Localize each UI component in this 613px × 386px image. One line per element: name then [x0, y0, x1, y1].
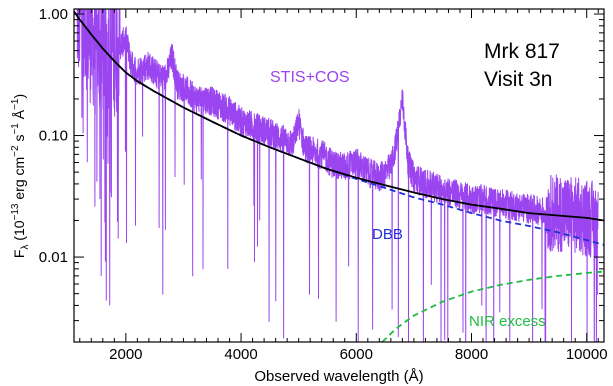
series-label-stis-cos: STIS+COS — [270, 69, 350, 86]
plot-frame — [73, 8, 605, 343]
series-line-stis-cos — [76, 9, 599, 342]
series-label-nir-excess: NIR excess — [469, 313, 546, 330]
y-axis-label-part: −2 — [10, 145, 21, 157]
series-layer — [74, 9, 604, 342]
series-line-total-model — [74, 10, 604, 222]
y-axis-label-part: s — [11, 135, 27, 146]
x-tick-label: 4000 — [224, 346, 257, 363]
series-label-dbb: DBB — [372, 226, 403, 243]
y-axis-label-part: F — [11, 250, 27, 259]
series-line-nir-excess — [381, 270, 604, 342]
y-tick-label: 1.00 — [39, 6, 68, 23]
y-axis-label-part: −13 — [10, 203, 21, 220]
y-axis-label-part: Å — [11, 109, 27, 123]
y-axis-label-part: λ — [20, 245, 31, 250]
x-axis-label: Observed wavelength (Å) — [254, 368, 423, 385]
annotation-visit: Visit 3n — [484, 68, 553, 91]
y-axis-label-part: ) — [11, 94, 27, 99]
y-axis-label-part: −1 — [10, 98, 21, 110]
y-tick-label: 0.01 — [39, 249, 68, 266]
x-tick-label: 8000 — [455, 346, 488, 363]
y-tick-label: 0.10 — [39, 128, 68, 145]
y-axis-label: Fλ (10−13 erg cm−2 s−1 Å−1) — [10, 94, 31, 258]
x-tick-label: 2000 — [109, 346, 142, 363]
annotation-object-name: Mrk 817 — [484, 40, 560, 63]
y-axis-ticks: 1.00 0.10 0.01 — [39, 6, 604, 343]
y-axis-label-part: erg cm — [11, 157, 27, 204]
y-axis-label-part: (10 — [11, 220, 27, 244]
x-axis-ticks: 2000 4000 6000 8000 10000 — [79, 9, 608, 363]
y-axis-label-part: −1 — [10, 123, 21, 135]
x-tick-label: 6000 — [340, 346, 373, 363]
x-tick-label: 10000 — [566, 346, 608, 363]
